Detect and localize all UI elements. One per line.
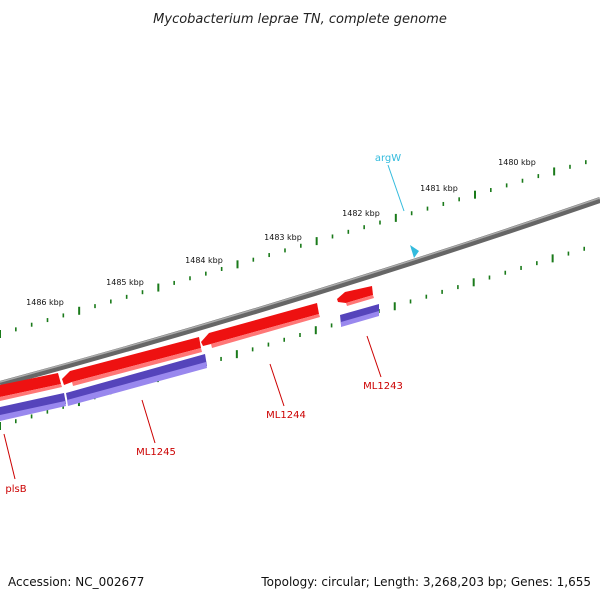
scale-label-1481: 1481 kbp: [420, 184, 458, 193]
ml1243-label[interactable]: ML1243: [363, 381, 403, 392]
ml1245-label[interactable]: ML1245: [136, 447, 176, 458]
ml1243-protein-shadow: [341, 311, 379, 327]
cds-features: [0, 286, 374, 401]
scale-labels: 1480 kbp 1481 kbp 1482 kbp 1483 kbp 1484…: [26, 158, 536, 307]
ml1244-cds[interactable]: [201, 303, 319, 346]
argw-trna-feature[interactable]: [410, 245, 419, 258]
scale-label-1482: 1482 kbp: [342, 209, 380, 218]
ml1244-cds-shadow: [211, 314, 320, 348]
scale-label-1486: 1486 kbp: [26, 298, 64, 307]
genome-summary-text: Topology: circular; Length: 3,268,203 bp…: [260, 575, 591, 589]
ml1243-cds[interactable]: [337, 286, 373, 303]
ml1245-label-leader: [141, 399, 156, 444]
outer-scale-ticks: [0, 160, 587, 338]
plsb-protein-shadow: [0, 401, 66, 421]
ml1243-label-leader: [366, 335, 382, 378]
scale-label-1485: 1485 kbp: [106, 278, 144, 287]
accession-text: Accession: NC_002677: [8, 575, 144, 589]
inner-scale-ticks: [0, 246, 586, 430]
ml1243-cds-shadow: [346, 295, 374, 306]
ml1244-label[interactable]: ML1244: [266, 410, 306, 421]
argw-label-leader: [387, 164, 405, 212]
plsb-label-leader: [3, 433, 16, 480]
protein-features: [0, 304, 379, 421]
plsb-cds[interactable]: [0, 373, 61, 397]
genome-backbone: [0, 197, 600, 387]
ml1245-cds[interactable]: [62, 337, 201, 385]
plsb-label[interactable]: plsB: [5, 484, 26, 495]
ml1245-cds-shadow: [72, 348, 202, 386]
argw-label[interactable]: argW: [375, 153, 401, 164]
scale-label-1480: 1480 kbp: [498, 158, 536, 167]
scale-label-1484: 1484 kbp: [185, 256, 223, 265]
scale-label-1483: 1483 kbp: [264, 233, 302, 242]
map-title: Mycobacterium leprae TN, complete genome: [153, 12, 447, 27]
genome-backbone-highlight: [0, 197, 600, 383]
ml1245-protein-shadow: [67, 362, 207, 406]
ml1244-label-leader: [269, 363, 285, 407]
plsb-cds-shadow: [0, 384, 62, 401]
